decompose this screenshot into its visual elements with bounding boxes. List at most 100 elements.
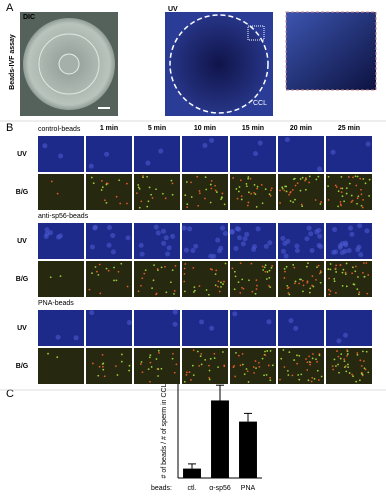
sperm-dot [346, 354, 348, 357]
sperm-dot [350, 201, 353, 203]
ccl-label: CCL [253, 100, 267, 107]
sperm-dot [256, 284, 258, 287]
sperm-dot [262, 269, 265, 271]
blue-spot [255, 226, 261, 232]
sperm-dot [120, 353, 123, 356]
sperm-dot [319, 203, 322, 205]
sperm-dot [356, 175, 359, 178]
sperm-dot [265, 278, 268, 280]
sperm-dot [157, 375, 159, 377]
blue-spot [357, 223, 363, 229]
sperm-dot [363, 360, 365, 363]
bar [183, 468, 201, 478]
micrograph [326, 348, 372, 384]
blue-spot [58, 153, 64, 159]
blue-spot [216, 248, 222, 254]
sperm-dot [98, 365, 101, 368]
sperm-dot [268, 269, 271, 272]
sperm-dot [308, 181, 311, 184]
sperm-dot [183, 290, 186, 293]
sperm-dot [339, 201, 342, 203]
sperm-dot [113, 266, 115, 269]
blue-spot [110, 249, 116, 255]
blue-spot [92, 225, 98, 231]
sperm-dot [237, 281, 240, 284]
blue-spot [257, 140, 263, 146]
sperm-dot [213, 357, 216, 360]
sperm-dot [340, 176, 343, 178]
sperm-dot [102, 362, 105, 365]
sperm-dot [207, 293, 210, 296]
sperm-dot [354, 175, 357, 178]
blue-spot [348, 225, 354, 231]
sperm-dot [135, 192, 138, 195]
sperm-dot [215, 191, 218, 193]
sperm-dot [126, 285, 129, 288]
sperm-dot [120, 262, 123, 265]
blue-spot [106, 242, 112, 248]
sperm-dot [355, 265, 357, 268]
sperm-dot [243, 373, 246, 376]
sperm-dot [361, 350, 364, 353]
sperm-dot [50, 180, 53, 183]
sperm-dot [171, 357, 174, 360]
blue-spot [308, 231, 314, 237]
sperm-dot [341, 271, 344, 274]
sperm-dot [128, 369, 131, 372]
sperm-dot [209, 268, 212, 270]
micrograph [182, 174, 228, 210]
sperm-dot [106, 182, 109, 185]
sperm-dot [171, 269, 174, 272]
blue-spot [358, 252, 364, 258]
blue-spot [208, 253, 214, 259]
sperm-dot [333, 280, 336, 283]
sperm-dot [208, 378, 211, 381]
sperm-dot [209, 183, 212, 186]
sperm-dot [157, 368, 160, 371]
sperm-dot [91, 362, 94, 365]
sperm-dot [285, 185, 288, 188]
sperm-dot [138, 206, 141, 209]
time-header: 5 min [148, 125, 166, 132]
sperm-dot [150, 366, 153, 368]
group-label: control-beads [38, 126, 81, 133]
sperm-dot [240, 195, 243, 197]
micrograph [134, 136, 180, 172]
sperm-dot [358, 291, 361, 294]
row-label: B/G [16, 276, 29, 283]
sperm-dot [153, 264, 155, 267]
sperm-dot [254, 360, 257, 362]
sperm-dot [120, 360, 123, 363]
sperm-dot [98, 263, 101, 266]
sperm-dot [114, 365, 117, 367]
sperm-dot [213, 352, 216, 355]
blue-spot [193, 243, 199, 249]
sperm-dot [169, 281, 172, 284]
sperm-dot [318, 272, 321, 275]
sperm-dot [337, 190, 340, 193]
sperm-dot [255, 205, 258, 208]
sperm-dot [317, 264, 320, 267]
blue-spot [293, 325, 299, 331]
sperm-dot [250, 262, 253, 265]
blue-spot [220, 225, 226, 231]
sperm-dot [164, 265, 166, 268]
sperm-dot [345, 370, 348, 373]
blue-spot [232, 311, 238, 317]
sperm-dot [59, 275, 62, 278]
sperm-dot [300, 278, 302, 281]
sperm-dot [253, 191, 256, 194]
sperm-dot [239, 262, 242, 265]
sperm-dot [340, 204, 342, 207]
sperm-dot [204, 358, 207, 361]
sperm-dot [269, 376, 272, 379]
sperm-dot [113, 279, 115, 282]
micrograph [326, 174, 372, 210]
sperm-dot [155, 358, 158, 360]
sperm-dot [286, 370, 289, 372]
micrograph [182, 310, 228, 346]
sperm-dot [343, 360, 346, 363]
sperm-dot [327, 175, 330, 178]
sperm-dot [363, 367, 366, 370]
group-label: PNA-beads [38, 300, 74, 307]
